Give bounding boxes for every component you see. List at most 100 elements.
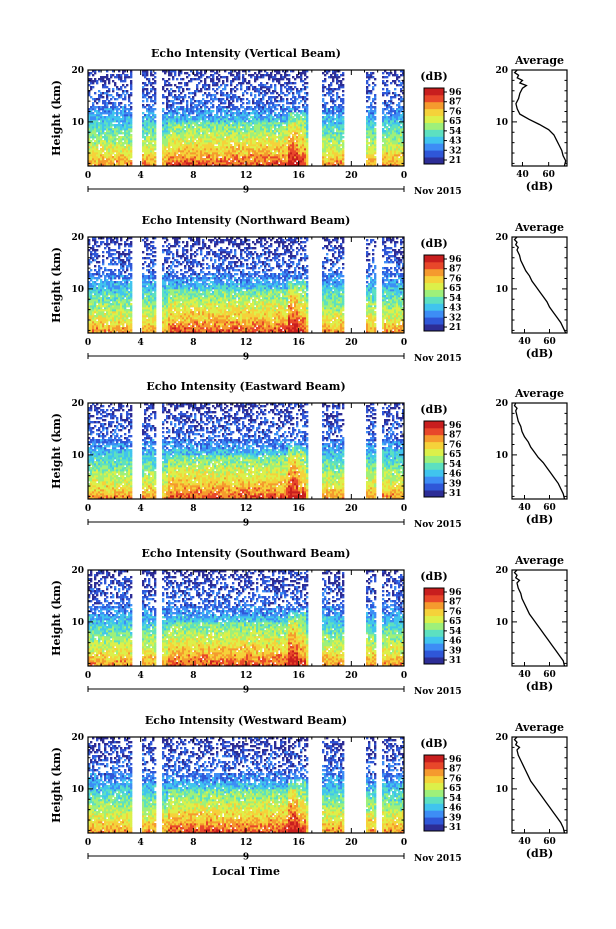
profile-title: Average [514,554,564,567]
x-tick-label: 8 [190,338,196,348]
profile-x-tick-label: 60 [542,170,555,180]
y-tick-label: 20 [71,399,84,409]
average-profile: Average 20 10 40 60(dB) [495,221,568,360]
x-tick-label: 8 [190,171,196,181]
colorbar-unit: (dB) [420,237,447,250]
profile-title: Average [514,387,564,400]
colorbar-tick-label: 76 [449,607,462,617]
average-profile: Average 20 10 40 60(dB) [495,721,568,860]
panel-title: Echo Intensity (Southward Beam) [142,547,351,560]
y-tick-label: 20 [71,66,84,76]
y-tick-label: 10 [71,451,84,461]
date-label: Nov 2015 [414,354,462,364]
average-profile: Average 20 10 40 60(dB) [495,554,568,693]
profile-x-tick-label: 40 [516,170,529,180]
day-label: 9 [243,519,249,529]
heatmap-cells [88,237,405,334]
colorbar-tick-label: 65 [449,284,462,294]
profile-frame [511,402,568,500]
profile-x-tick-label: 40 [518,337,531,347]
day-label: 9 [243,686,249,696]
colorbar-tick-label: 21 [449,156,462,166]
colorbar-tick-label: 31 [449,656,462,666]
colorbar-tick-label: 76 [449,774,462,784]
profile-y-tick-label: 10 [495,618,508,628]
colorbar-tick-label: 87 [449,98,462,108]
x-tick-label: 12 [240,838,253,848]
profile-y-tick-label: 20 [495,66,508,76]
x-tick-label: 20 [345,671,358,681]
x-axis-label: Local Time [212,865,280,878]
average-profile: Average 20 10 40 60(dB) [495,54,568,193]
colorbar-tick-label: 96 [449,255,462,265]
average-profile: Average 20 10 40 60(dB) [495,387,568,526]
y-tick-label: 10 [71,285,84,295]
heatmap-cells [88,570,405,667]
profile-y-tick-label: 10 [495,451,508,461]
x-tick-label: 20 [345,171,358,181]
x-tick-label: 0 [401,671,407,681]
x-tick-label: 12 [240,671,253,681]
profile-y-tick-label: 20 [495,733,508,743]
colorbar-tick-label: 76 [449,440,462,450]
colorbar-tick-label: 54 [449,294,462,304]
x-tick-label: 8 [190,838,196,848]
profile-line [513,736,566,834]
x-axis: 0 4 8 12 16 20 0 9 Nov 2015 [85,737,462,864]
colorbar-tick-label: 46 [449,470,462,480]
colorbar-tick-label: 54 [449,794,462,804]
x-tick-label: 0 [85,504,91,514]
profile-frame [511,569,568,667]
y-tick-label: 10 [71,618,84,628]
x-tick-label: 16 [292,504,305,514]
colorbar-tick-label: 87 [449,431,462,441]
heatmap-cells [88,70,405,167]
colorbar-tick-label: 39 [449,479,462,489]
date-label: Nov 2015 [414,187,462,197]
y-tick-label: 20 [71,566,84,576]
colorbar-tick-label: 76 [449,107,462,117]
x-axis: 0 4 8 12 16 20 0 9 Nov 2015 [85,70,462,197]
colorbar-tick-label: 31 [449,823,462,833]
profile-x-tick-label: 60 [543,503,556,513]
y-axis-label: Height (km) [50,247,63,323]
profile-line [513,69,567,167]
colorbar-tick-label: 65 [449,117,462,127]
panel-2: Echo Intensity (Northward Beam) Height (k… [50,214,568,364]
colorbar-tick-label: 32 [449,313,462,323]
y-tick-label: 10 [71,785,84,795]
panel-title: Echo Intensity (Eastward Beam) [146,380,345,393]
x-tick-label: 20 [345,504,358,514]
colorbar-tick-label: 96 [449,588,462,598]
date-label: Nov 2015 [414,687,462,697]
panel-title: Echo Intensity (Vertical Beam) [151,47,341,60]
profile-y-tick-label: 20 [495,233,508,243]
colorbar-tick-label: 43 [449,137,462,147]
profile-line [513,236,567,334]
colorbar-tick-label: 43 [449,304,462,314]
colorbar-tick-label: 54 [449,627,462,637]
date-label: Nov 2015 [414,520,462,530]
colorbar-tick-label: 96 [449,421,462,431]
x-tick-label: 8 [190,671,196,681]
x-tick-label: 0 [401,504,407,514]
colorbar-tick-label: 87 [449,598,462,608]
colorbar-tick-label: 96 [449,88,462,98]
profile-frame [511,69,568,167]
colorbar-tick-label: 87 [449,265,462,275]
colorbar-unit: (dB) [420,737,447,750]
colorbar-tick-label: 65 [449,784,462,794]
profile-y-tick-label: 10 [495,285,508,295]
y-tick-label: 10 [71,118,84,128]
